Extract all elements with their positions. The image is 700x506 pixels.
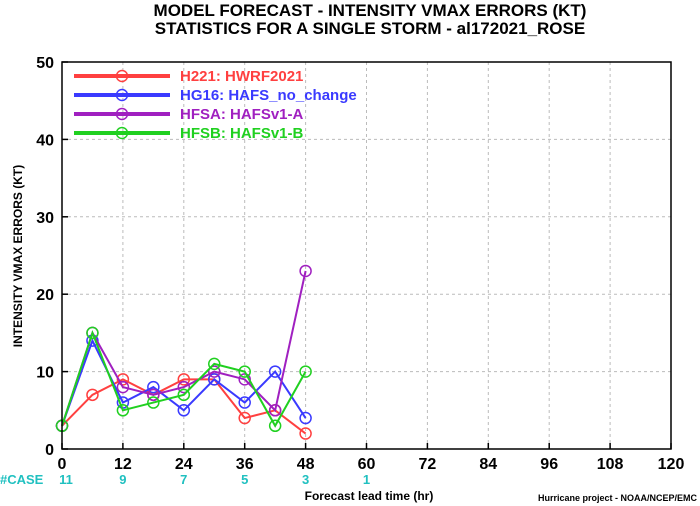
legend-swatch-marker — [115, 126, 129, 140]
data-point — [268, 404, 282, 417]
legend-label: HG16: HAFS_no_change — [180, 87, 357, 104]
legend-label: H221: HWRF2021 — [180, 68, 303, 85]
x-tick-label: 120 — [658, 456, 685, 473]
series-line — [61, 329, 307, 428]
data-point — [238, 411, 251, 425]
x-tick-label: 84 — [479, 456, 497, 473]
series-line — [61, 378, 307, 435]
y-tick-label: 50 — [36, 55, 54, 72]
data-point — [299, 411, 312, 425]
data-point — [299, 427, 312, 440]
data-point — [147, 388, 160, 402]
credit-text: Hurricane project - NOAA/NCEP/EMC — [538, 493, 698, 503]
case-header: #CASE — [0, 472, 44, 487]
case-count: 1 — [363, 472, 370, 487]
case-count: 11 — [59, 472, 73, 487]
data-point — [177, 380, 191, 394]
x-tick-label: 96 — [540, 456, 558, 473]
tick-layer: 0 12 24 36 48 60 72 84 96 108 120 0 10 20 30 40 50 — [36, 55, 684, 473]
data-point — [177, 373, 191, 386]
legend-swatch-marker — [115, 107, 129, 121]
data-point — [116, 404, 130, 417]
data-point — [147, 396, 160, 409]
case-count: 5 — [241, 472, 248, 487]
chart-title: MODEL FORECAST - INTENSITY VMAX ERRORS (… — [154, 1, 587, 20]
x-tick-label: 72 — [419, 456, 437, 473]
data-point — [208, 373, 221, 386]
y-tick-label: 30 — [36, 210, 54, 227]
legend: H221: HWRF2021 HG16: HAFS_no_change HFSA: … — [74, 68, 357, 142]
x-tick-label: 60 — [358, 456, 376, 473]
y-tick-label: 10 — [36, 365, 54, 382]
data-point — [238, 396, 251, 409]
x-axis-label: Forecast lead time (hr) — [305, 489, 434, 503]
data-point — [268, 365, 282, 378]
data-point — [86, 388, 99, 402]
y-axis-label: INTENSITY VMAX ERRORS (KT) — [11, 165, 25, 347]
legend-label: HFSA: HAFSv1-A — [180, 106, 304, 123]
legend-label: HFSB: HAFSv1-B — [180, 125, 304, 142]
x-tick-label: 36 — [236, 456, 254, 473]
legend-swatch-marker — [115, 88, 129, 102]
data-point — [177, 404, 191, 417]
data-point — [116, 380, 130, 394]
series-line — [61, 270, 307, 427]
data-point — [177, 388, 191, 402]
y-tick-label: 20 — [36, 287, 54, 304]
legend-swatch-marker — [115, 69, 129, 83]
data-point — [86, 326, 99, 340]
data-point — [208, 365, 221, 378]
data-point — [238, 373, 251, 386]
data-point — [147, 380, 160, 394]
case-count: 7 — [180, 472, 187, 487]
x-tick-label: 12 — [114, 456, 132, 473]
x-tick-label: 24 — [175, 456, 193, 473]
case-count: 3 — [302, 472, 309, 487]
data-point — [299, 264, 312, 278]
data-point — [299, 365, 312, 378]
data-point — [116, 373, 130, 386]
x-tick-label: 48 — [297, 456, 315, 473]
y-tick-label: 0 — [45, 442, 54, 459]
chart-subtitle: STATISTICS FOR A SINGLE STORM - al172021… — [155, 19, 585, 38]
case-count: 9 — [119, 472, 126, 487]
x-tick-label: 108 — [597, 456, 624, 473]
case-counts: #CASE 11 9 7 5 3 1 — [0, 472, 370, 487]
data-point — [268, 419, 282, 433]
data-point — [208, 357, 221, 371]
y-tick-label: 40 — [36, 132, 54, 149]
data-point — [238, 365, 251, 378]
grid-layer — [62, 62, 671, 449]
series-hfsb — [55, 326, 312, 433]
x-tick-label: 0 — [58, 456, 67, 473]
